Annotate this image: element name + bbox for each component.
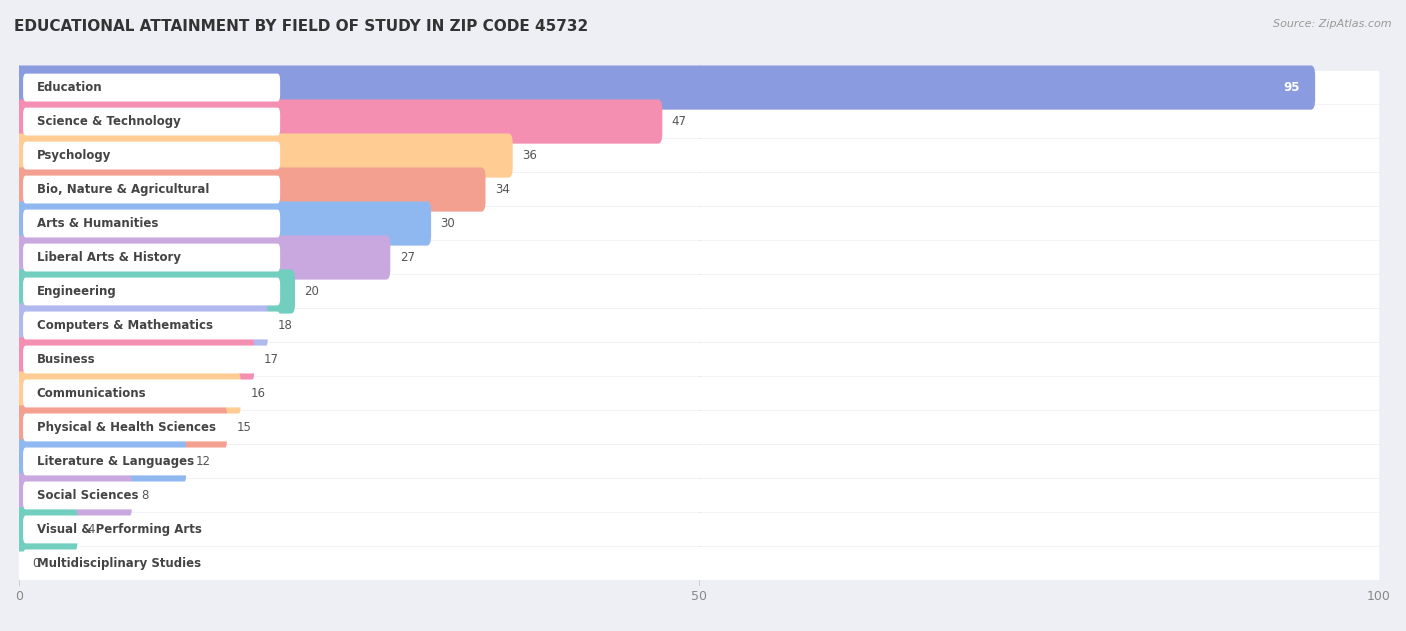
Text: 17: 17 <box>264 353 278 366</box>
Text: Science & Technology: Science & Technology <box>37 115 180 128</box>
FancyBboxPatch shape <box>22 175 280 203</box>
Text: Visual & Performing Arts: Visual & Performing Arts <box>37 523 201 536</box>
FancyBboxPatch shape <box>22 481 280 509</box>
FancyBboxPatch shape <box>15 473 132 517</box>
FancyBboxPatch shape <box>22 244 280 271</box>
FancyBboxPatch shape <box>22 447 280 475</box>
Text: 95: 95 <box>1284 81 1301 94</box>
FancyBboxPatch shape <box>18 479 1379 512</box>
FancyBboxPatch shape <box>15 167 485 211</box>
Text: Literature & Languages: Literature & Languages <box>37 455 194 468</box>
Text: Education: Education <box>37 81 103 94</box>
Text: Social Sciences: Social Sciences <box>37 489 138 502</box>
Text: 0: 0 <box>32 557 39 570</box>
Text: Physical & Health Sciences: Physical & Health Sciences <box>37 421 215 434</box>
Text: Arts & Humanities: Arts & Humanities <box>37 217 157 230</box>
Text: Computers & Mathematics: Computers & Mathematics <box>37 319 212 332</box>
FancyBboxPatch shape <box>22 209 280 237</box>
FancyBboxPatch shape <box>18 411 1379 444</box>
FancyBboxPatch shape <box>18 105 1379 138</box>
Text: 18: 18 <box>277 319 292 332</box>
Text: Business: Business <box>37 353 96 366</box>
Text: EDUCATIONAL ATTAINMENT BY FIELD OF STUDY IN ZIP CODE 45732: EDUCATIONAL ATTAINMENT BY FIELD OF STUDY… <box>14 19 588 34</box>
FancyBboxPatch shape <box>15 100 662 144</box>
FancyBboxPatch shape <box>18 547 1379 580</box>
FancyBboxPatch shape <box>18 139 1379 172</box>
FancyBboxPatch shape <box>15 134 513 178</box>
FancyBboxPatch shape <box>18 445 1379 478</box>
Text: Liberal Arts & History: Liberal Arts & History <box>37 251 181 264</box>
Text: Psychology: Psychology <box>37 149 111 162</box>
FancyBboxPatch shape <box>22 141 280 170</box>
Text: Engineering: Engineering <box>37 285 117 298</box>
FancyBboxPatch shape <box>22 108 280 136</box>
FancyBboxPatch shape <box>15 507 77 551</box>
Text: 4: 4 <box>87 523 94 536</box>
FancyBboxPatch shape <box>15 304 269 348</box>
FancyBboxPatch shape <box>22 74 280 102</box>
Text: 8: 8 <box>142 489 149 502</box>
FancyBboxPatch shape <box>22 379 280 408</box>
FancyBboxPatch shape <box>18 207 1379 240</box>
Text: 34: 34 <box>495 183 510 196</box>
FancyBboxPatch shape <box>22 278 280 305</box>
FancyBboxPatch shape <box>18 377 1379 410</box>
Text: 30: 30 <box>440 217 456 230</box>
FancyBboxPatch shape <box>18 173 1379 206</box>
Text: 36: 36 <box>522 149 537 162</box>
Text: Multidisciplinary Studies: Multidisciplinary Studies <box>37 557 201 570</box>
FancyBboxPatch shape <box>18 513 1379 546</box>
FancyBboxPatch shape <box>15 201 432 245</box>
FancyBboxPatch shape <box>15 66 1315 110</box>
Text: Bio, Nature & Agricultural: Bio, Nature & Agricultural <box>37 183 209 196</box>
FancyBboxPatch shape <box>18 309 1379 342</box>
Text: 16: 16 <box>250 387 266 400</box>
FancyBboxPatch shape <box>22 413 280 442</box>
Text: 15: 15 <box>236 421 252 434</box>
FancyBboxPatch shape <box>18 275 1379 308</box>
FancyBboxPatch shape <box>15 405 228 449</box>
FancyBboxPatch shape <box>18 343 1379 376</box>
Text: 47: 47 <box>672 115 686 128</box>
Text: 12: 12 <box>195 455 211 468</box>
FancyBboxPatch shape <box>22 550 280 577</box>
FancyBboxPatch shape <box>22 312 280 339</box>
Text: Source: ZipAtlas.com: Source: ZipAtlas.com <box>1274 19 1392 29</box>
FancyBboxPatch shape <box>15 338 254 382</box>
FancyBboxPatch shape <box>15 269 295 314</box>
FancyBboxPatch shape <box>15 439 186 483</box>
FancyBboxPatch shape <box>15 372 240 416</box>
FancyBboxPatch shape <box>15 235 391 280</box>
Text: Communications: Communications <box>37 387 146 400</box>
Text: 27: 27 <box>399 251 415 264</box>
Text: 20: 20 <box>305 285 319 298</box>
FancyBboxPatch shape <box>18 71 1379 104</box>
FancyBboxPatch shape <box>18 241 1379 274</box>
FancyBboxPatch shape <box>22 516 280 543</box>
FancyBboxPatch shape <box>22 346 280 374</box>
